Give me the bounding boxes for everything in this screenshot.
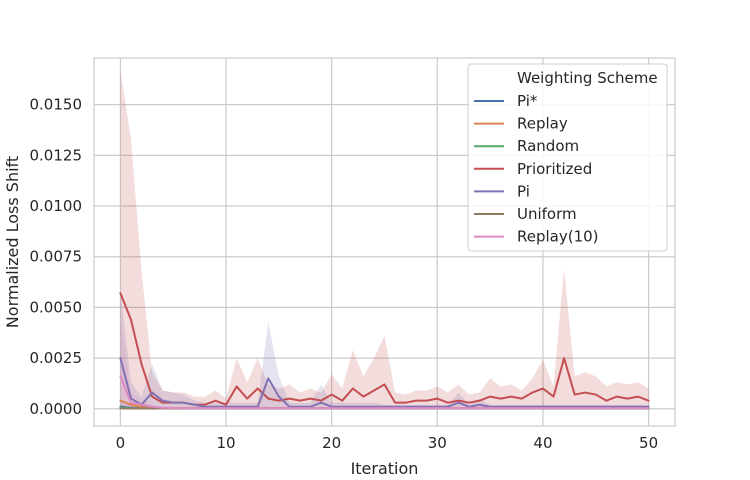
y-tick-labels: 0.0000 0.0025 0.0050 0.0075 0.0100 0.0125 0.01… <box>30 96 83 418</box>
y-axis-label: Normalized Loss Shift <box>3 156 22 328</box>
y-tick-label: 0.0100 <box>30 197 83 215</box>
legend-label-uniform: Uniform <box>517 205 577 223</box>
series-line-replay-10 <box>119 375 650 410</box>
legend-label-pi: Pi* <box>517 92 538 110</box>
y-tick-label: 0.0025 <box>30 349 83 367</box>
y-tick-label: 0.0150 <box>30 96 83 114</box>
x-axis-label: Iteration <box>351 459 419 478</box>
legend-label-prioritized: Prioritized <box>517 160 592 178</box>
y-tick-label: 0.0125 <box>30 146 83 164</box>
legend-label-replay-10: Replay(10) <box>517 228 599 246</box>
y-tick-label: 0.0050 <box>30 298 83 316</box>
legend-box <box>467 63 668 252</box>
x-tick-label: 20 <box>322 434 341 452</box>
confidence-band-prioritized <box>120 70 649 409</box>
y-tick-label: 0.0000 <box>30 400 83 418</box>
legend-label-random: Random <box>517 137 579 155</box>
legend-label-replay: Replay <box>517 115 568 133</box>
legend-label-pi: Pi <box>517 182 530 200</box>
x-tick-labels: 0 10 20 30 40 50 <box>116 434 659 452</box>
x-tick-label: 30 <box>428 434 447 452</box>
x-tick-label: 0 <box>116 434 126 452</box>
plot-frame <box>93 57 676 427</box>
y-tick-label: 0.0075 <box>30 248 83 266</box>
x-tick-label: 10 <box>216 434 235 452</box>
series-line-pi <box>119 357 650 408</box>
x-tick-label: 50 <box>639 434 658 452</box>
legend-title: Weighting Scheme <box>517 69 658 87</box>
confidence-band-pi <box>120 291 649 409</box>
series-lines <box>119 292 650 410</box>
x-tick-label: 40 <box>533 434 552 452</box>
series-line-prioritized <box>119 292 650 406</box>
legend: Weighting Scheme Pi* Replay Random Prioriti… <box>467 63 668 252</box>
